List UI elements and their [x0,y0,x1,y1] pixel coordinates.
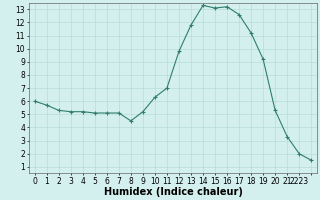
X-axis label: Humidex (Indice chaleur): Humidex (Indice chaleur) [103,187,242,197]
